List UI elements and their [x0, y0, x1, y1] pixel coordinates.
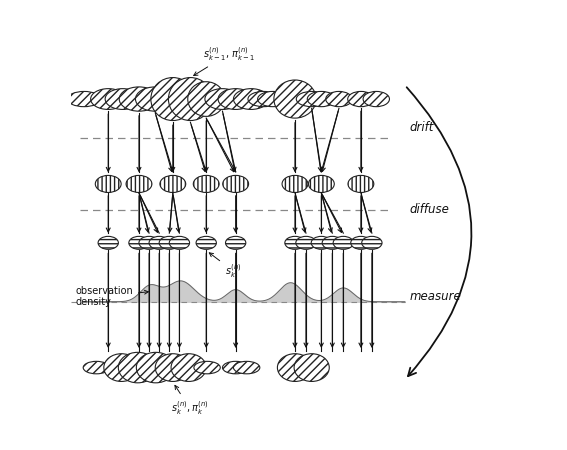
- Ellipse shape: [333, 236, 353, 249]
- Ellipse shape: [348, 176, 374, 193]
- Ellipse shape: [196, 236, 217, 249]
- Ellipse shape: [91, 89, 126, 109]
- Ellipse shape: [83, 361, 109, 374]
- Ellipse shape: [160, 176, 186, 193]
- Ellipse shape: [98, 236, 119, 249]
- Ellipse shape: [248, 91, 279, 107]
- Ellipse shape: [277, 354, 312, 382]
- Ellipse shape: [168, 77, 213, 121]
- Ellipse shape: [294, 354, 329, 382]
- Ellipse shape: [285, 236, 305, 249]
- Ellipse shape: [171, 354, 206, 382]
- Ellipse shape: [223, 176, 248, 193]
- Text: observation
density: observation density: [75, 286, 149, 307]
- Ellipse shape: [170, 236, 189, 249]
- Ellipse shape: [105, 89, 140, 109]
- FancyArrowPatch shape: [407, 87, 471, 376]
- Ellipse shape: [311, 236, 332, 249]
- Ellipse shape: [126, 176, 152, 193]
- Text: measure: measure: [409, 290, 461, 303]
- Text: $s_k^{(n)}$: $s_k^{(n)}$: [209, 253, 241, 280]
- Ellipse shape: [136, 87, 175, 111]
- Ellipse shape: [308, 176, 335, 193]
- Ellipse shape: [297, 91, 327, 107]
- Ellipse shape: [257, 91, 289, 107]
- Ellipse shape: [151, 77, 195, 121]
- Ellipse shape: [139, 236, 159, 249]
- Ellipse shape: [234, 361, 260, 374]
- Ellipse shape: [322, 236, 342, 249]
- Ellipse shape: [104, 354, 139, 382]
- Ellipse shape: [348, 91, 374, 107]
- Ellipse shape: [226, 236, 246, 249]
- Ellipse shape: [136, 352, 175, 383]
- Ellipse shape: [274, 80, 316, 118]
- Text: diffuse: diffuse: [409, 203, 449, 216]
- Ellipse shape: [119, 87, 159, 111]
- Ellipse shape: [193, 176, 219, 193]
- Ellipse shape: [95, 176, 121, 193]
- Ellipse shape: [363, 91, 390, 107]
- Ellipse shape: [351, 236, 371, 249]
- Ellipse shape: [188, 82, 225, 117]
- Text: drift: drift: [409, 121, 434, 134]
- Ellipse shape: [119, 352, 157, 383]
- Ellipse shape: [296, 236, 316, 249]
- Ellipse shape: [234, 89, 269, 109]
- Text: $s_k^{(n)},\pi_k^{(n)}$: $s_k^{(n)},\pi_k^{(n)}$: [171, 385, 209, 417]
- Text: $s_{k-1}^{(n)},\,\pi_{k-1}^{(n)}$: $s_{k-1}^{(n)},\,\pi_{k-1}^{(n)}$: [194, 45, 255, 76]
- Ellipse shape: [222, 361, 249, 374]
- Ellipse shape: [67, 91, 101, 107]
- Ellipse shape: [307, 91, 336, 107]
- Ellipse shape: [129, 236, 149, 249]
- Ellipse shape: [155, 354, 191, 382]
- Ellipse shape: [325, 91, 352, 107]
- Ellipse shape: [205, 89, 240, 109]
- Ellipse shape: [282, 176, 308, 193]
- Ellipse shape: [149, 236, 170, 249]
- Ellipse shape: [159, 236, 180, 249]
- Ellipse shape: [362, 236, 382, 249]
- Ellipse shape: [194, 361, 220, 374]
- Ellipse shape: [218, 89, 253, 109]
